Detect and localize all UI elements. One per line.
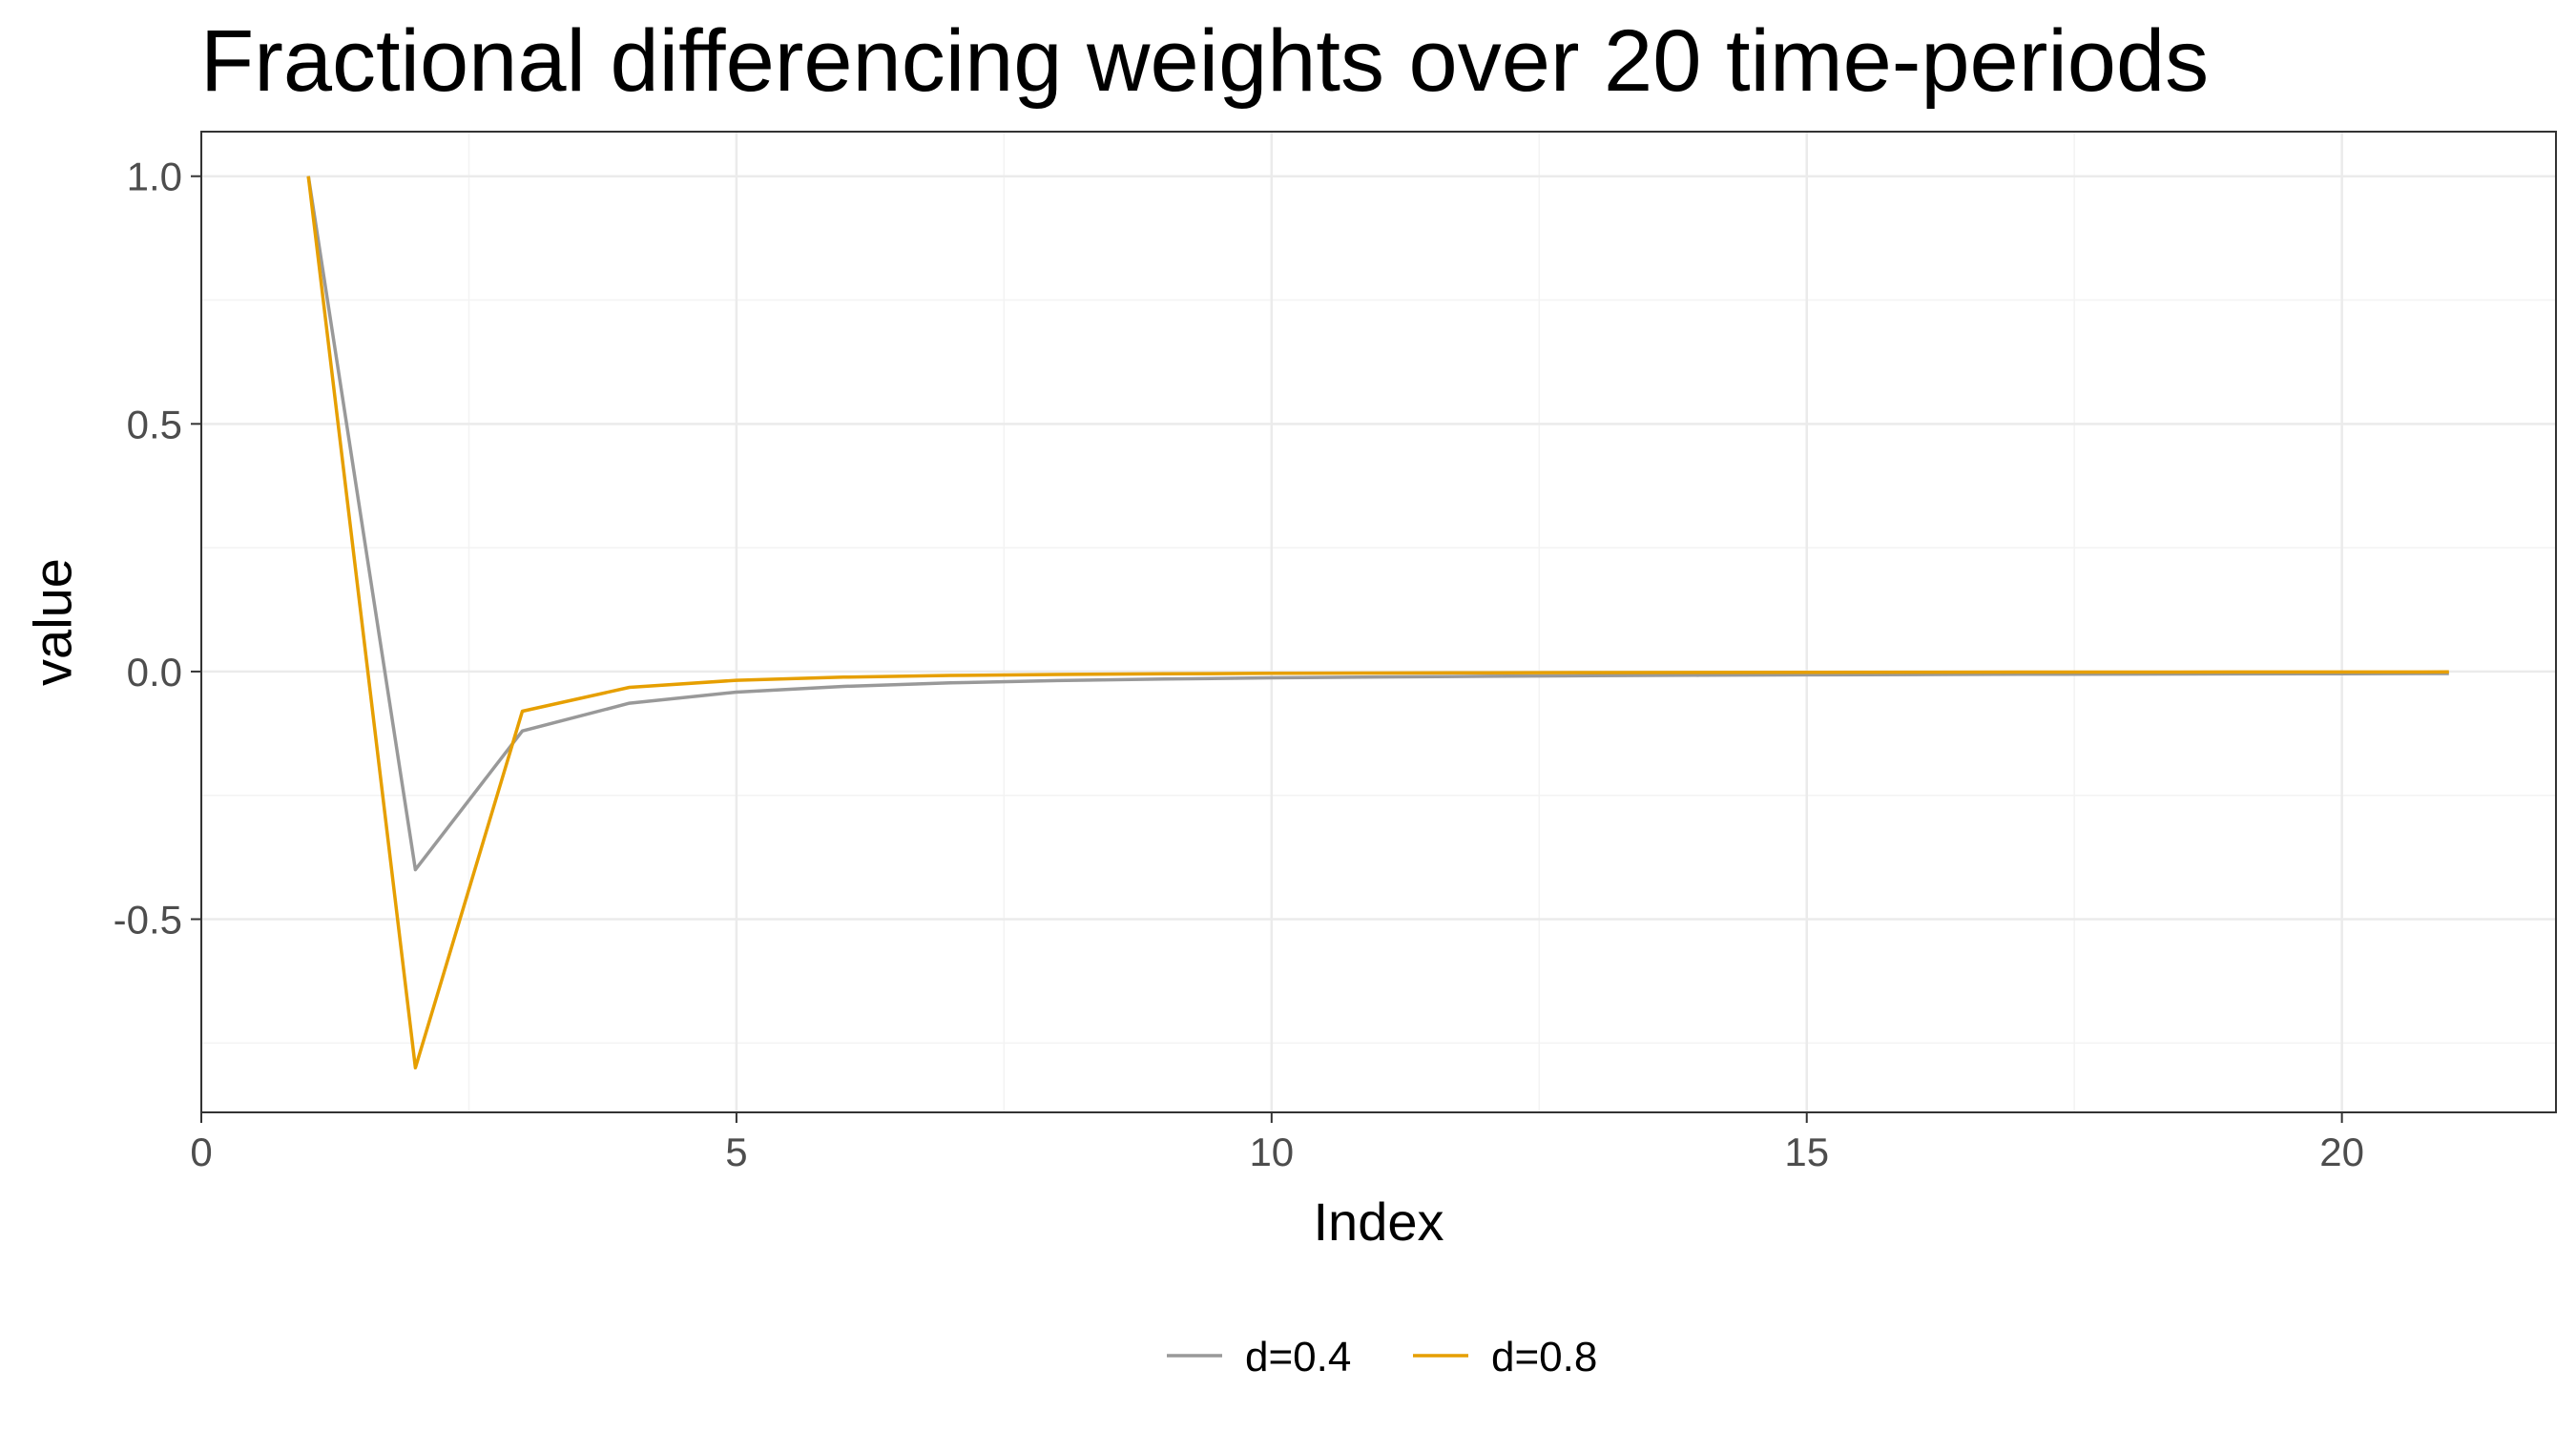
y-tick-label: -0.5	[114, 898, 182, 943]
x-axis-title: Index	[1314, 1192, 1444, 1252]
chart-title: Fractional differencing weights over 20 …	[200, 12, 2209, 110]
x-tick-label: 5	[725, 1130, 747, 1174]
y-tick-label: 1.0	[127, 155, 182, 199]
x-tick-label: 10	[1249, 1130, 1294, 1174]
y-axis: -0.5 0.0 0.5 1.0	[114, 155, 201, 943]
x-axis: 0 5 10 15 20	[190, 1112, 2364, 1174]
plot-area	[201, 132, 2556, 1112]
series-line-d-0-4	[306, 176, 2449, 872]
y-tick-label: 0.5	[127, 402, 182, 446]
x-tick-label: 0	[190, 1130, 212, 1174]
legend-label-d-0-8: d=0.8	[1491, 1334, 1597, 1380]
x-tick-label: 20	[2319, 1130, 2364, 1174]
y-axis-title: value	[23, 558, 83, 686]
minor-gridlines	[201, 132, 2556, 1112]
series-line-d-0-8	[306, 176, 2449, 1070]
plot-border	[200, 131, 2557, 1113]
legend: d=0.4 d=0.8	[1167, 1334, 1597, 1380]
legend-label-d-0-4: d=0.4	[1245, 1334, 1351, 1380]
y-tick-label: 0.0	[127, 650, 182, 695]
x-tick-label: 15	[1784, 1130, 1829, 1174]
series-layer	[306, 176, 2449, 1070]
